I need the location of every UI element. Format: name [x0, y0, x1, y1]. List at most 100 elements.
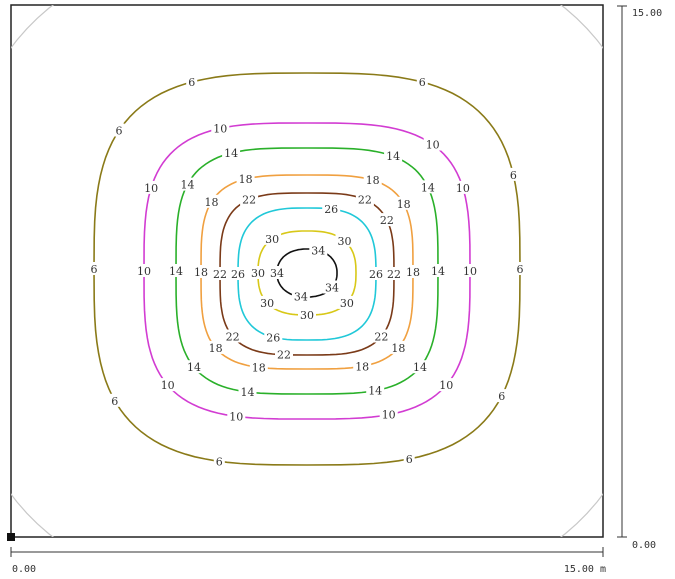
contour-label-14: 14	[431, 265, 445, 278]
contour-label-34: 34	[311, 244, 325, 257]
contour-label-bg	[211, 267, 229, 280]
contour-label-bg	[268, 266, 286, 279]
contour-label-bg	[394, 196, 413, 210]
contour-label-30: 30	[338, 235, 352, 248]
contour-label-bg	[367, 267, 385, 280]
contour-label-bg	[416, 75, 428, 88]
contour-label-6: 6	[498, 390, 505, 403]
contour-label-30: 30	[260, 297, 274, 310]
contour-label-bg	[213, 454, 225, 468]
contour-label-bg	[240, 192, 259, 206]
x-scale-start-label: 0.00	[12, 564, 36, 575]
contour-label-bg	[384, 149, 403, 163]
contour-label-14: 14	[368, 385, 382, 398]
contour-label-bg	[113, 123, 125, 137]
contour-label-bg	[404, 265, 422, 278]
contour-label-bg	[298, 308, 316, 321]
contour-label-34: 34	[325, 282, 339, 295]
contour-label-bg	[372, 329, 391, 343]
contour-label-10: 10	[382, 409, 396, 422]
contour-label-bg	[429, 264, 447, 277]
contour-label-10: 10	[144, 182, 158, 195]
contour-label-30: 30	[251, 267, 265, 280]
contour-label-bg	[496, 389, 508, 403]
contour-label-22: 22	[387, 268, 401, 281]
contour-label-6: 6	[116, 125, 123, 138]
contour-label-bg	[335, 233, 354, 247]
contour-label-14: 14	[187, 361, 201, 374]
contour-label-bg	[337, 295, 356, 309]
contour-label-6: 6	[111, 395, 118, 408]
contour-label-18: 18	[391, 342, 405, 355]
y-scale-end-label: 15.00	[632, 8, 662, 19]
contour-label-30: 30	[300, 309, 314, 322]
contour-label-bg	[109, 393, 121, 407]
contour-label-10: 10	[213, 122, 227, 135]
contour-label-22: 22	[277, 349, 291, 362]
contour-label-bg	[309, 243, 328, 257]
contour-label-18: 18	[355, 360, 369, 373]
contour-label-6: 6	[216, 455, 223, 468]
contour-label-bg	[323, 280, 341, 294]
contour-label-18: 18	[397, 198, 411, 211]
contour-label-bg	[88, 262, 100, 275]
contour-label-22: 22	[226, 331, 240, 344]
contour-label-bg	[264, 330, 283, 344]
contour-label-bg	[249, 360, 268, 374]
contour-label-bg	[385, 267, 403, 280]
contour-label-34: 34	[294, 291, 308, 304]
contour-label-bg	[514, 262, 526, 275]
contour-label-bg	[185, 360, 203, 374]
contour-label-bg	[275, 347, 293, 361]
contour-label-bg	[158, 378, 177, 392]
contour-label-bg	[229, 267, 247, 280]
contour-label-bg	[167, 264, 185, 277]
contour-label-14: 14	[169, 265, 183, 278]
contour-label-bg	[437, 378, 456, 392]
contour-label-10: 10	[137, 265, 151, 278]
contour-label-18: 18	[194, 266, 208, 279]
contour-label-bg	[227, 409, 246, 423]
contour-label-26: 26	[231, 268, 245, 281]
contour-label-bg	[249, 266, 267, 279]
origin-marker	[7, 533, 15, 541]
contour-label-bg	[178, 177, 197, 191]
contour-label-26: 26	[266, 331, 280, 344]
contour-label-6: 6	[510, 169, 517, 182]
plot-frame	[10, 4, 604, 538]
contour-label-bg	[379, 407, 398, 421]
contour-label-10: 10	[439, 379, 453, 392]
contour-label-10: 10	[463, 265, 477, 278]
contour-label-bg	[263, 231, 282, 245]
contour-label-bg	[236, 172, 255, 185]
contour-label-10: 10	[456, 182, 470, 195]
contour-label-bg	[403, 451, 415, 465]
contour-label-18: 18	[209, 342, 223, 355]
contour-label-bg	[206, 340, 225, 354]
contour-label-bg	[192, 265, 210, 278]
contour-label-bg	[453, 180, 472, 194]
contour-label-6: 6	[188, 76, 195, 89]
contour-label-bg	[423, 137, 442, 151]
contour-label-18: 18	[205, 196, 219, 209]
contour-label-10: 10	[161, 379, 175, 392]
contour-label-bg	[418, 180, 437, 194]
x-scale-end-label: 15.00 m	[564, 564, 606, 575]
contour-label-18: 18	[366, 174, 380, 187]
contour-label-26: 26	[369, 268, 383, 281]
contour-label-bg	[186, 75, 198, 88]
contour-label-bg	[377, 213, 396, 227]
contour-label-14: 14	[181, 179, 195, 192]
contour-label-14: 14	[386, 150, 400, 163]
contour-label-bg	[238, 385, 257, 398]
contour-label-bg	[411, 360, 429, 374]
contour-label-6: 6	[406, 453, 413, 466]
contour-label-bg	[211, 121, 230, 135]
contour-label-bg	[291, 289, 310, 303]
contour-label-26: 26	[324, 203, 338, 216]
contour-label-bg	[135, 264, 153, 277]
contour-label-14: 14	[224, 147, 238, 160]
contour-label-bg	[461, 264, 479, 277]
